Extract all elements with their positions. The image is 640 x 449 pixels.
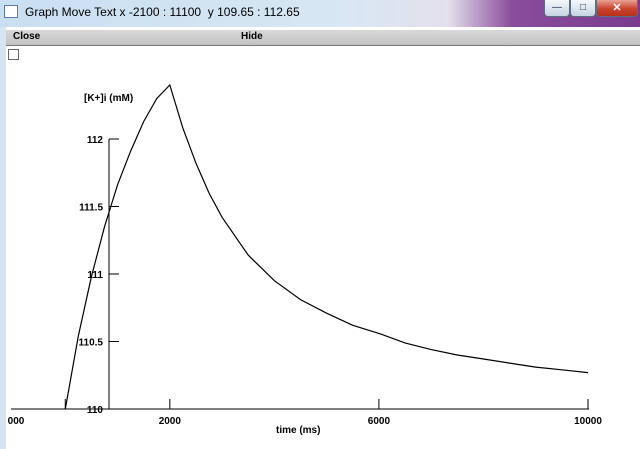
y-tick-label-2: 111: [87, 270, 103, 281]
x-tick-label-1: 2000: [159, 416, 182, 427]
maximize-button[interactable]: □: [570, 0, 596, 17]
y-tick-label-1: 110.5: [79, 338, 104, 349]
y-tick-label-0: 110: [87, 405, 104, 416]
y-tick-label-4: 112: [87, 135, 104, 146]
app-icon: [4, 5, 18, 18]
y-axis-label: [K+]i (mM): [84, 93, 133, 104]
menu-bar: Close Hide: [6, 29, 640, 46]
y-tick-label-3: 111.5: [79, 203, 103, 214]
close-window-button[interactable]: ✕: [596, 0, 638, 17]
window-titlebar[interactable]: Graph Move Text x -2100 : 11100 y 109.65…: [0, 0, 640, 27]
x-axis-label: time (ms): [276, 425, 320, 436]
hide-menu-item[interactable]: Hide: [241, 31, 263, 42]
close-menu-item[interactable]: Close: [13, 31, 41, 42]
minimize-button[interactable]: —: [544, 0, 570, 17]
window-frame: [0, 27, 6, 449]
x-tick-label-3: 10000: [574, 416, 602, 427]
graph-checkbox[interactable]: [8, 49, 19, 60]
window-title: Graph Move Text x -2100 : 11100 y 109.65…: [25, 5, 300, 19]
graph-canvas[interactable]: [6, 46, 640, 449]
x-tick-label-2: 6000: [368, 416, 391, 427]
series-line-0: [64, 83, 589, 410]
x-tick-label-0: 000: [8, 416, 25, 427]
